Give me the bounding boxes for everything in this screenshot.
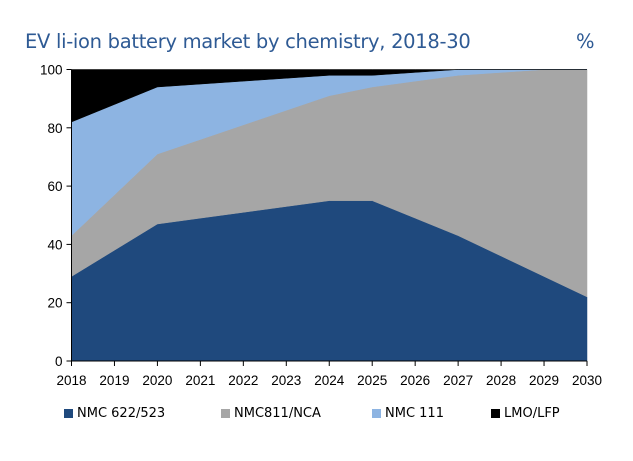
x-tick-label: 2030 [572, 373, 602, 388]
y-tick-label: 60 [47, 179, 62, 194]
x-tick-label: 2021 [185, 373, 215, 388]
x-tick-label: 2018 [56, 373, 86, 388]
x-tick-label: 2020 [142, 373, 172, 388]
x-tick-label: 2019 [99, 373, 129, 388]
y-tick-label: 100 [40, 63, 63, 78]
legend-label: NMC 622/523 [77, 406, 166, 421]
legend-swatch-icon [221, 409, 230, 418]
y-tick-label: 0 [55, 354, 63, 369]
legend: NMC 622/523 NMC811/NCA NMC 111 LMO/LFP [0, 406, 633, 428]
legend-item-nmc622: NMC 622/523 [64, 406, 165, 421]
x-tick-label: 2024 [314, 373, 345, 388]
area-series-group [71, 69, 588, 362]
legend-item-lmo-lfp: LMO/LFP [491, 406, 560, 421]
x-tick-label: 2025 [357, 373, 387, 388]
y-tick-label: 20 [47, 296, 62, 311]
unit-label: % [576, 30, 595, 53]
y-ticks-group: 0 20 40 60 80 100 [40, 63, 72, 369]
legend-swatch-icon [372, 409, 381, 418]
x-tick-label: 2023 [271, 373, 301, 388]
x-tick-label: 2028 [486, 373, 516, 388]
legend-swatch-icon [491, 409, 500, 418]
x-ticks-group: 2018 2019 2020 2021 2022 2023 2024 2025 2026 2027… [56, 361, 602, 388]
x-tick-label: 2029 [529, 373, 559, 388]
y-tick-label: 40 [47, 237, 62, 252]
x-tick-label: 2026 [400, 373, 430, 388]
legend-swatch-icon [64, 409, 73, 418]
area-lmo-lfp [71, 69, 587, 123]
legend-label: NMC811/NCA [234, 406, 321, 421]
legend-item-nmc811: NMC811/NCA [221, 406, 321, 421]
x-tick-label: 2022 [228, 373, 258, 388]
legend-item-nmc111: NMC 111 [372, 406, 444, 421]
x-tick-label: 2027 [443, 373, 473, 388]
legend-label: NMC 111 [385, 406, 444, 421]
y-tick-label: 80 [47, 121, 62, 136]
legend-label: LMO/LFP [504, 406, 560, 421]
chart-title: EV li-ion battery market by chemistry, 2… [25, 30, 471, 53]
